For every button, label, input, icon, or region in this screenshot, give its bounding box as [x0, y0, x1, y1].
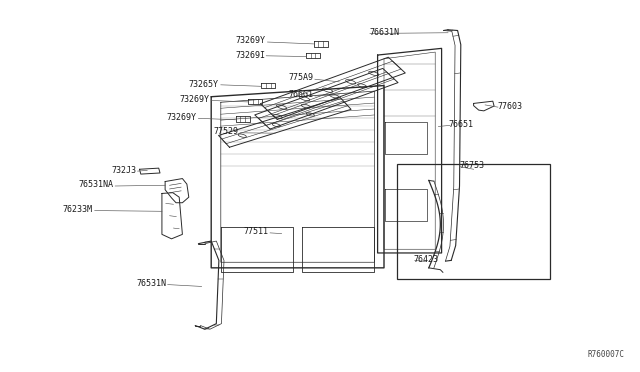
Text: 77603: 77603 — [497, 102, 522, 111]
Text: 76651: 76651 — [448, 120, 473, 129]
Text: 73269I: 73269I — [236, 51, 266, 60]
Text: 73269Y: 73269Y — [236, 36, 266, 45]
Text: 77529: 77529 — [213, 127, 238, 136]
Text: 73269Y: 73269Y — [179, 95, 209, 104]
Text: 766G1: 766G1 — [289, 90, 314, 99]
Text: 732J3: 732J3 — [111, 166, 136, 174]
Text: 77511: 77511 — [244, 227, 269, 236]
Text: 76753: 76753 — [460, 161, 484, 170]
Text: 76233M: 76233M — [63, 205, 93, 214]
Text: 76631N: 76631N — [369, 28, 399, 37]
Text: 76423: 76423 — [413, 255, 438, 264]
Bar — [397, 164, 550, 279]
Text: 73269Y: 73269Y — [166, 113, 196, 122]
Text: R760007C: R760007C — [587, 350, 624, 359]
Text: 76531NA: 76531NA — [79, 180, 114, 189]
Text: 775A9: 775A9 — [289, 73, 314, 82]
Text: 76531N: 76531N — [136, 279, 166, 288]
Text: 73265Y: 73265Y — [189, 80, 219, 89]
